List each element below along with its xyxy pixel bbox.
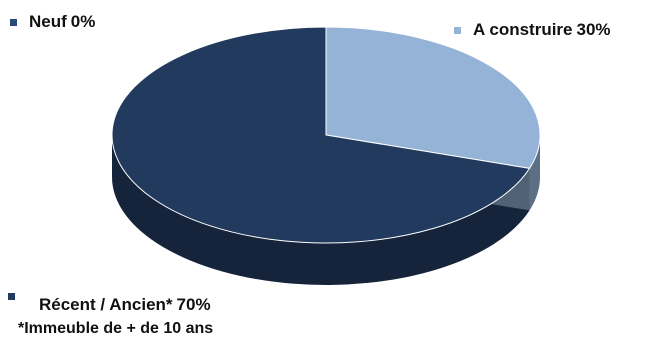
- legend-value-recent-ancien: 70%: [176, 295, 211, 314]
- legend-swatch-recent-ancien: [8, 292, 15, 300]
- legend-value-a-construire: 30%: [576, 20, 611, 39]
- pie-slice-r-cent-ancien: [111, 26, 531, 244]
- legend-value-neuf: 0%: [70, 12, 96, 31]
- legend-item-a-construire: A construire 30%: [454, 20, 611, 40]
- legend-label-a-construire: A construire: [473, 20, 573, 39]
- legend-swatch-neuf: [10, 18, 17, 26]
- pie-side-1-0: [529, 135, 540, 211]
- footnote: *Immeuble de + de 10 ans: [18, 320, 214, 337]
- legend-item-recent-ancien: Récent / Ancien* 70%: [8, 292, 211, 315]
- legend-item-neuf: Neuf 0%: [10, 12, 95, 32]
- legend-label-neuf: Neuf: [29, 12, 67, 31]
- pie-side-2-0: [112, 135, 530, 285]
- pie-slice-a-construire: [325, 26, 541, 169]
- legend-label-recent-ancien: Récent / Ancien*: [39, 295, 173, 314]
- legend-swatch-a-construire: [454, 26, 461, 34]
